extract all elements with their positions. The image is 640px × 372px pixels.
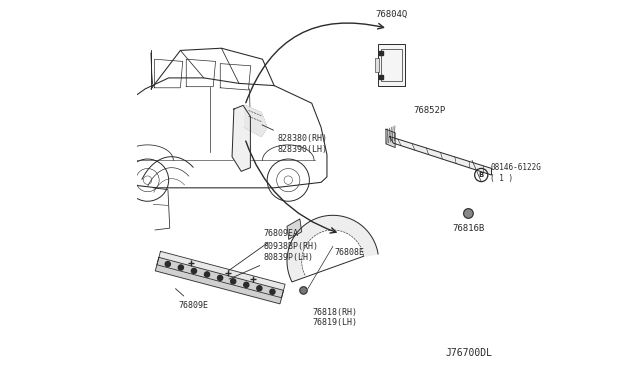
Polygon shape (245, 105, 267, 137)
Circle shape (165, 262, 170, 267)
Polygon shape (390, 137, 492, 175)
Circle shape (191, 269, 196, 273)
Circle shape (257, 286, 262, 291)
Bar (378, 44, 405, 86)
Text: 08146-6122G
( 1 ): 08146-6122G ( 1 ) (490, 163, 541, 183)
Text: J76700DL: J76700DL (445, 348, 492, 358)
Polygon shape (232, 105, 250, 171)
Bar (381, 49, 401, 81)
Circle shape (204, 272, 210, 277)
Text: 80938BP(RH)
80839P(LH): 80938BP(RH) 80839P(LH) (229, 242, 318, 279)
Polygon shape (157, 251, 285, 298)
Text: 76808E: 76808E (335, 248, 365, 257)
Circle shape (300, 287, 307, 294)
Text: 76852P: 76852P (413, 106, 445, 115)
Circle shape (270, 289, 275, 294)
Circle shape (218, 275, 223, 280)
Text: 76816B: 76816B (452, 224, 484, 234)
Polygon shape (386, 129, 395, 148)
Text: 76818(RH)
76819(LH): 76818(RH) 76819(LH) (313, 308, 358, 327)
Polygon shape (156, 257, 284, 304)
Text: 76809E: 76809E (175, 289, 209, 310)
Text: 76804Q: 76804Q (375, 10, 408, 19)
Polygon shape (287, 215, 378, 282)
Text: 76809EA: 76809EA (229, 229, 298, 270)
Circle shape (179, 265, 184, 270)
Text: 828380(RH)
828390(LH): 828380(RH) 828390(LH) (262, 125, 328, 154)
Circle shape (244, 282, 249, 288)
Circle shape (230, 279, 236, 284)
Text: B: B (479, 172, 484, 178)
Bar (375, 58, 379, 73)
Circle shape (463, 209, 473, 218)
Polygon shape (287, 219, 301, 239)
